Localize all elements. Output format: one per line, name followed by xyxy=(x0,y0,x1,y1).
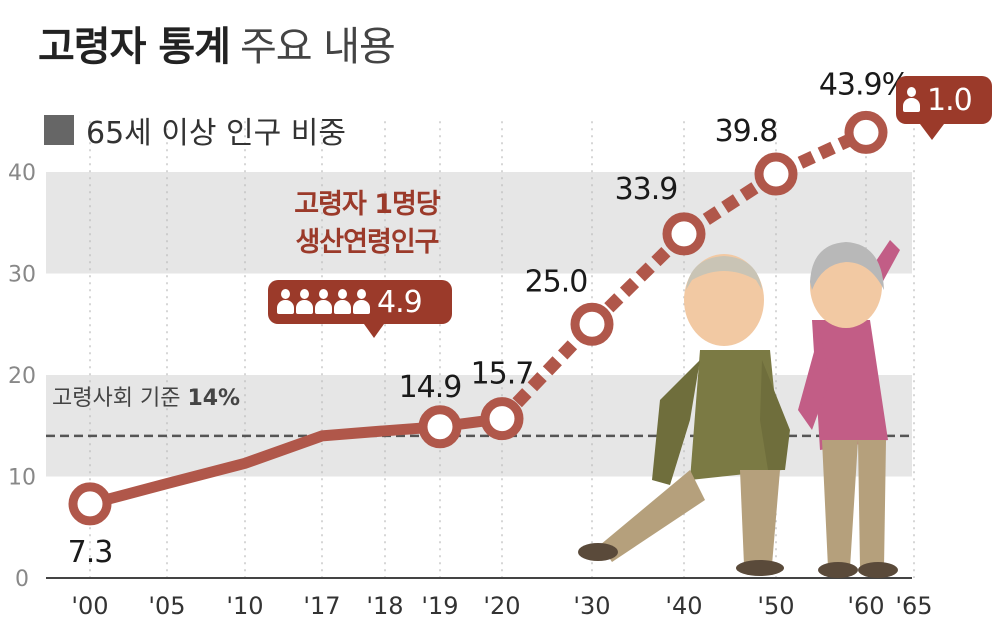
woman-leg xyxy=(822,440,858,568)
x-tick-label: '50 xyxy=(757,592,794,620)
y-tick-labels: 0 10 20 30 40 xyxy=(8,161,36,592)
x-tick-label: '40 xyxy=(665,592,702,620)
man-jacket xyxy=(690,350,782,480)
legend: 65세 이상 인구 비중 xyxy=(44,108,346,152)
woman-arm xyxy=(798,330,830,430)
data-point xyxy=(570,302,614,346)
title-rest: 주요 내용 xyxy=(239,24,396,70)
ratio-value-2019: 4.9 xyxy=(377,284,423,320)
data-label: 14.9 xyxy=(399,370,462,405)
page-title: 고령자 통계 주요 내용 xyxy=(38,14,396,72)
x-tick-label: '60 xyxy=(847,592,884,620)
data-point xyxy=(68,482,112,526)
people-icon xyxy=(276,289,371,315)
person-icon xyxy=(314,289,333,315)
x-tick-label: '17 xyxy=(303,592,340,620)
data-label: 39.8 xyxy=(715,114,778,149)
x-tick-label: '18 xyxy=(366,592,403,620)
data-labels: 7.3 14.9 15.7 25.0 33.9 39.8 43.9% xyxy=(68,67,911,570)
y-tick-label: 20 xyxy=(8,364,36,389)
x-tick-label: '30 xyxy=(573,592,610,620)
y-tick-label: 10 xyxy=(8,466,36,491)
y-tick-label: 40 xyxy=(8,161,36,186)
woman-shoe xyxy=(858,562,898,578)
man-arm xyxy=(760,360,790,470)
data-label: 25.0 xyxy=(525,264,588,299)
man-hair xyxy=(686,256,762,290)
data-point xyxy=(754,152,798,196)
ratio-caption-line1: 고령자 1명당 xyxy=(294,189,440,220)
x-tick-label: '20 xyxy=(483,592,520,620)
data-markers xyxy=(68,110,888,526)
threshold-label-value: 14% xyxy=(187,386,241,411)
person-icon xyxy=(295,289,314,315)
elderly-couple-illustration xyxy=(578,240,900,578)
data-point xyxy=(844,110,888,154)
woman-top xyxy=(812,320,888,450)
threshold-label-text: 고령사회 기준 xyxy=(52,386,188,411)
x-tick-label: '10 xyxy=(226,592,263,620)
x-tick-label: '00 xyxy=(71,592,108,620)
man-shoe xyxy=(736,560,784,576)
man-shoe xyxy=(578,543,618,561)
ratio-bubble-2019: 4.9 xyxy=(268,280,452,338)
woman-leg xyxy=(858,440,886,568)
man-arm xyxy=(652,360,700,485)
legend-swatch xyxy=(44,115,74,145)
person-icon xyxy=(276,289,295,315)
ratio-value-2060: 1.0 xyxy=(927,82,973,118)
legend-label: 65세 이상 인구 비중 xyxy=(86,116,346,151)
man-leg xyxy=(600,470,705,562)
person-icon xyxy=(352,289,371,315)
man-leg xyxy=(740,470,780,565)
title-bold: 고령자 통계 xyxy=(38,24,231,70)
ratio-caption-line2: 생산연령인구 xyxy=(295,227,439,258)
x-tick-label: '19 xyxy=(421,592,458,620)
woman-hair xyxy=(810,242,884,290)
data-label: 7.3 xyxy=(68,535,113,570)
data-label: 43.9% xyxy=(819,67,909,102)
series-line-projected xyxy=(497,126,869,424)
man-head xyxy=(684,254,764,346)
ratio-caption: 고령자 1명당 생산연령인구 xyxy=(262,186,472,262)
person-icon xyxy=(333,289,352,315)
data-point xyxy=(480,397,524,441)
data-point xyxy=(662,212,706,256)
data-label: 33.9 xyxy=(615,172,678,207)
woman-shoe xyxy=(818,562,858,578)
people-icon xyxy=(902,87,921,113)
y-tick-label: 30 xyxy=(8,263,36,288)
data-point xyxy=(418,405,462,449)
ratio-bubble-2060: 1.0 xyxy=(896,76,992,140)
data-label: 15.7 xyxy=(471,357,534,392)
y-tick-label: 0 xyxy=(15,567,29,592)
x-tick-label: '65 xyxy=(895,592,932,620)
person-icon xyxy=(902,87,921,113)
threshold-label: 고령사회 기준 14% xyxy=(52,380,240,412)
x-tick-label: '05 xyxy=(148,592,185,620)
x-tick-labels: '00 '05 '10 '17 '18 '19 '20 '30 '40 '50 '60 '65 xyxy=(71,592,932,620)
